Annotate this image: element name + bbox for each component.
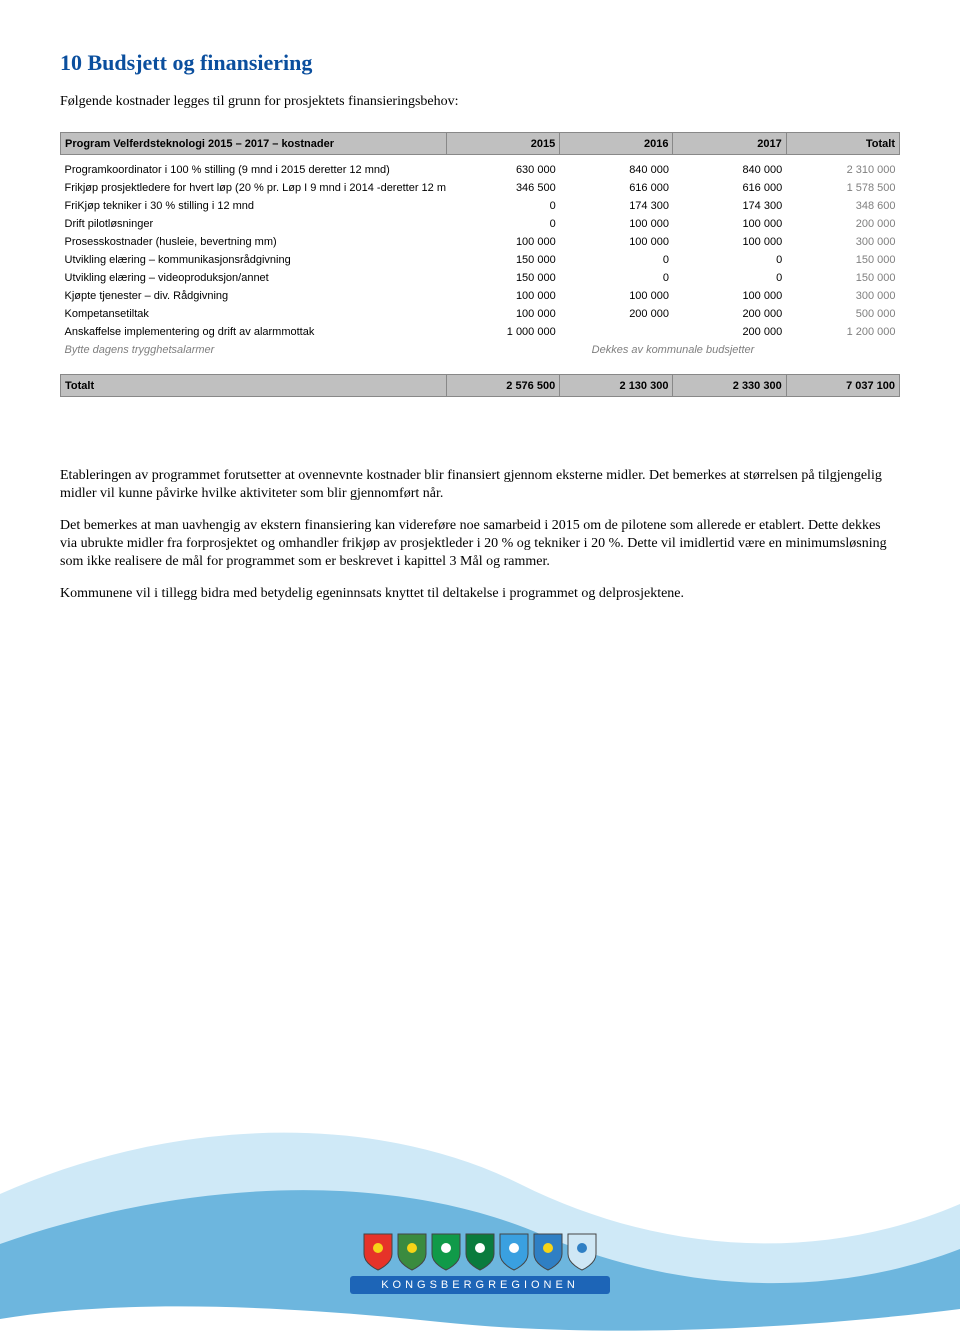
row-value: 150 000	[786, 251, 899, 269]
shield-icon	[464, 1232, 496, 1272]
shield-icon	[532, 1232, 564, 1272]
shield-icon	[430, 1232, 462, 1272]
row-value: 300 000	[786, 233, 899, 251]
table-row: FriKjøp tekniker i 30 % stilling i 12 mn…	[61, 197, 900, 215]
footer-wave-graphic	[0, 1074, 960, 1334]
paragraph: Det bemerkes at man uavhengig av ekstern…	[60, 517, 900, 571]
row-value: 1 000 000	[446, 323, 559, 341]
row-value: 100 000	[446, 233, 559, 251]
row-label: Anskaffelse implementering og drift av a…	[61, 323, 447, 341]
shield-icon	[566, 1232, 598, 1272]
table-row: Prosesskostnader (husleie, bevertning mm…	[61, 233, 900, 251]
row-value: 500 000	[786, 305, 899, 323]
row-label: Kompetansetiltak	[61, 305, 447, 323]
row-value: 100 000	[446, 287, 559, 305]
row-value: 200 000	[786, 215, 899, 233]
shield-icon	[362, 1232, 394, 1272]
row-value: 174 300	[560, 197, 673, 215]
row-value: 150 000	[446, 269, 559, 287]
row-value: 100 000	[673, 287, 786, 305]
row-value: 300 000	[786, 287, 899, 305]
table-row: Frikjøp prosjektledere for hvert løp (20…	[61, 179, 900, 197]
row-value: 0	[560, 269, 673, 287]
tf-label: Totalt	[61, 375, 447, 397]
page-heading: 10 Budsjett og finansiering	[60, 50, 900, 76]
row-label: Programkoordinator i 100 % stilling (9 m…	[61, 161, 447, 179]
table-row: Utvikling elæring – kommunikasjonsrådgiv…	[61, 251, 900, 269]
row-value: 150 000	[786, 269, 899, 287]
shield-icon	[498, 1232, 530, 1272]
tf-2015: 2 576 500	[446, 375, 559, 397]
paragraph: Kommunene vil i tillegg bidra med betyde…	[60, 585, 900, 603]
row-label: Kjøpte tjenester – div. Rådgivning	[61, 287, 447, 305]
th-2015: 2015	[446, 133, 559, 155]
row-value: 100 000	[446, 305, 559, 323]
row-value: 150 000	[446, 251, 559, 269]
row-value: 840 000	[560, 161, 673, 179]
row-label: FriKjøp tekniker i 30 % stilling i 12 mn…	[61, 197, 447, 215]
row-label: Drift pilotløsninger	[61, 215, 447, 233]
tf-2017: 2 330 300	[673, 375, 786, 397]
th-2016: 2016	[560, 133, 673, 155]
row-value: 100 000	[673, 215, 786, 233]
row-value: 0	[446, 215, 559, 233]
row-value	[560, 323, 673, 341]
table-row: Drift pilotløsninger0100 000100 000200 0…	[61, 215, 900, 233]
row-value: 100 000	[560, 215, 673, 233]
table-row: Kompetansetiltak100 000200 000200 000500…	[61, 305, 900, 323]
table-row-bytte: Bytte dagens trygghetsalarmerDekkes av k…	[61, 341, 900, 359]
th-2017: 2017	[673, 133, 786, 155]
intro-text: Følgende kostnader legges til grunn for …	[60, 94, 900, 110]
table-row: Kjøpte tjenester – div. Rådgivning100 00…	[61, 287, 900, 305]
row-label: Utvikling elæring – videoproduksjon/anne…	[61, 269, 447, 287]
row-value: 100 000	[673, 233, 786, 251]
row-value: 174 300	[673, 197, 786, 215]
th-totalt: Totalt	[786, 133, 899, 155]
row-label: Utvikling elæring – kommunikasjonsrådgiv…	[61, 251, 447, 269]
shield-icon	[396, 1232, 428, 1272]
table-footer-row: Totalt 2 576 500 2 130 300 2 330 300 7 0…	[61, 375, 900, 397]
row-value: 100 000	[560, 287, 673, 305]
row-value: 346 500	[446, 179, 559, 197]
row-value: 1 200 000	[786, 323, 899, 341]
table-row: Anskaffelse implementering og drift av a…	[61, 323, 900, 341]
row-value: 1 578 500	[786, 179, 899, 197]
th-title: Program Velferdsteknologi 2015 – 2017 – …	[61, 133, 447, 155]
row-value: 100 000	[560, 233, 673, 251]
row-value: 840 000	[673, 161, 786, 179]
row-value: 0	[673, 269, 786, 287]
row-value: 616 000	[673, 179, 786, 197]
row-value: 616 000	[560, 179, 673, 197]
budget-table: Program Velferdsteknologi 2015 – 2017 – …	[60, 132, 900, 397]
table-row: Utvikling elæring – videoproduksjon/anne…	[61, 269, 900, 287]
footer-logo: KONGSBERGREGIONEN	[350, 1232, 610, 1294]
body-text-section: Etableringen av programmet forutsetter a…	[60, 467, 900, 602]
row-label: Prosesskostnader (husleie, bevertning mm…	[61, 233, 447, 251]
row-label: Bytte dagens trygghetsalarmer	[61, 341, 447, 359]
row-value: 2 310 000	[786, 161, 899, 179]
row-value: 348 600	[786, 197, 899, 215]
row-value: 0	[673, 251, 786, 269]
shields-row	[350, 1232, 610, 1272]
row-label: Frikjøp prosjektledere for hvert løp (20…	[61, 179, 447, 197]
row-value: 0	[446, 197, 559, 215]
row-value: 630 000	[446, 161, 559, 179]
row-value: 200 000	[560, 305, 673, 323]
table-header-row: Program Velferdsteknologi 2015 – 2017 – …	[61, 133, 900, 155]
row-value: 200 000	[673, 305, 786, 323]
dekkes-note: Dekkes av kommunale budsjetter	[446, 341, 899, 359]
row-value: 0	[560, 251, 673, 269]
tf-total: 7 037 100	[786, 375, 899, 397]
tf-2016: 2 130 300	[560, 375, 673, 397]
table-row: Programkoordinator i 100 % stilling (9 m…	[61, 161, 900, 179]
row-value: 200 000	[673, 323, 786, 341]
paragraph: Etableringen av programmet forutsetter a…	[60, 467, 900, 503]
logo-label: KONGSBERGREGIONEN	[350, 1276, 610, 1294]
